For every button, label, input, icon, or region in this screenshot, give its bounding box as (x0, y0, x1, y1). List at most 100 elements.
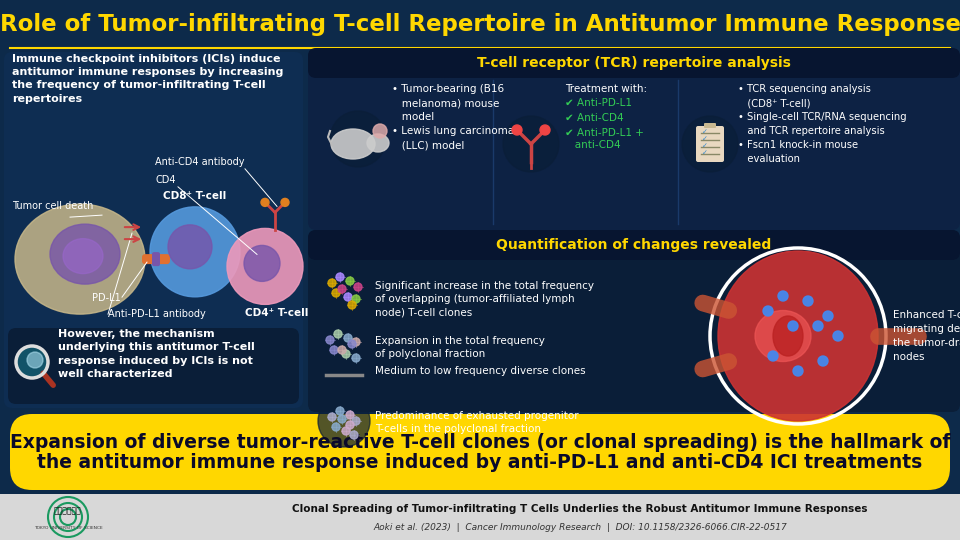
Text: Anti-CD4 antibody: Anti-CD4 antibody (155, 157, 245, 167)
Text: However, the mechanism
underlying this antitumor T-cell
response induced by ICIs: However, the mechanism underlying this a… (58, 329, 254, 379)
Text: the antitumor immune response induced by anti-PD-L1 and anti-CD4 ICI treatments: the antitumor immune response induced by… (37, 454, 923, 472)
Circle shape (346, 421, 354, 429)
Circle shape (348, 340, 356, 348)
Text: ✔ Anti-PD-L1 +
   anti-CD4: ✔ Anti-PD-L1 + anti-CD4 (565, 128, 644, 151)
Circle shape (813, 321, 823, 331)
Circle shape (348, 301, 356, 309)
Circle shape (788, 321, 798, 331)
Circle shape (823, 311, 833, 321)
Circle shape (352, 338, 360, 346)
FancyBboxPatch shape (308, 230, 960, 412)
Circle shape (281, 198, 289, 206)
Text: PD-L1: PD-L1 (92, 293, 121, 303)
Circle shape (336, 407, 344, 415)
Circle shape (540, 125, 550, 135)
Circle shape (793, 366, 803, 376)
Text: T-cell receptor (TCR) repertoire analysis: T-cell receptor (TCR) repertoire analysi… (477, 56, 791, 70)
Circle shape (818, 356, 828, 366)
Circle shape (318, 320, 370, 372)
Text: Tumor cell death: Tumor cell death (12, 201, 93, 211)
Ellipse shape (367, 134, 389, 152)
Text: Immune checkpoint inhibitors (ICIs) induce
antitumor immune responses by increas: Immune checkpoint inhibitors (ICIs) indu… (12, 54, 283, 104)
FancyBboxPatch shape (4, 52, 303, 408)
FancyBboxPatch shape (0, 494, 960, 540)
Circle shape (503, 116, 559, 172)
Text: ✓: ✓ (702, 129, 708, 135)
Circle shape (338, 285, 346, 293)
Text: Significant increase in the total frequency
of overlapping (tumor-affiliated lym: Significant increase in the total freque… (375, 281, 594, 318)
Circle shape (326, 336, 334, 344)
Circle shape (150, 207, 240, 297)
Text: Medium to low frequency diverse clones: Medium to low frequency diverse clones (375, 366, 586, 376)
Ellipse shape (755, 310, 811, 361)
Ellipse shape (50, 224, 120, 284)
Circle shape (332, 289, 340, 297)
FancyBboxPatch shape (308, 230, 960, 260)
Circle shape (803, 296, 813, 306)
Text: Role of Tumor-infiltrating T-cell Repertoire in Antitumor Immune Response: Role of Tumor-infiltrating T-cell Repert… (0, 12, 960, 36)
Circle shape (342, 350, 350, 358)
Circle shape (346, 277, 354, 285)
FancyBboxPatch shape (704, 123, 716, 128)
Circle shape (330, 346, 338, 354)
Circle shape (778, 291, 788, 301)
FancyBboxPatch shape (8, 328, 299, 404)
Circle shape (344, 334, 352, 342)
Circle shape (344, 293, 352, 301)
Circle shape (338, 346, 346, 354)
Text: • TCR sequencing analysis
   (CD8⁺ T-cell)
• Single-cell TCR/RNA sequencing
   a: • TCR sequencing analysis (CD8⁺ T-cell) … (738, 84, 906, 164)
Circle shape (352, 354, 360, 362)
Circle shape (346, 411, 354, 419)
Text: CD4⁺ T-cell: CD4⁺ T-cell (246, 308, 309, 319)
FancyBboxPatch shape (308, 48, 960, 78)
FancyBboxPatch shape (0, 0, 960, 48)
Text: Enhanced T-cell priming by
migrating dendritic cells in
the tumor-draining lymph: Enhanced T-cell priming by migrating den… (893, 310, 960, 362)
Text: 東京理科大学: 東京理科大学 (54, 507, 82, 516)
Text: • Tumor-bearing (B16
   melanoma) mouse
   model
• Lewis lung carcinoma
   (LLC): • Tumor-bearing (B16 melanoma) mouse mod… (392, 84, 515, 150)
Circle shape (338, 415, 346, 423)
FancyBboxPatch shape (152, 252, 160, 266)
Ellipse shape (331, 129, 375, 159)
Circle shape (318, 395, 370, 447)
Ellipse shape (63, 239, 103, 274)
Text: Predominance of exhausted progenitor
T-cells in the polyclonal fraction: Predominance of exhausted progenitor T-c… (375, 411, 579, 434)
FancyBboxPatch shape (308, 48, 960, 230)
Text: Expansion of diverse tumor-reactive T-cell clones (or clonal spreading) is the h: Expansion of diverse tumor-reactive T-ce… (10, 434, 950, 453)
FancyBboxPatch shape (142, 254, 170, 264)
Circle shape (833, 331, 843, 341)
Circle shape (332, 423, 340, 431)
Ellipse shape (773, 316, 803, 356)
Circle shape (334, 330, 342, 338)
Circle shape (244, 245, 280, 281)
Circle shape (352, 417, 360, 425)
Text: CD8⁺ T-cell: CD8⁺ T-cell (163, 191, 227, 201)
Circle shape (330, 111, 386, 167)
Circle shape (336, 273, 344, 281)
Circle shape (261, 198, 269, 206)
Ellipse shape (718, 251, 878, 421)
Circle shape (328, 413, 336, 421)
Text: Anti-PD-L1 antibody: Anti-PD-L1 antibody (108, 309, 205, 319)
Text: ✓: ✓ (702, 143, 708, 149)
Text: Aoki et al. (2023)  |  Cancer Immunology Research  |  DOI: 10.1158/2326-6066.CIR: Aoki et al. (2023) | Cancer Immunology R… (373, 523, 787, 531)
Circle shape (763, 306, 773, 316)
Circle shape (373, 124, 387, 138)
FancyBboxPatch shape (696, 126, 724, 162)
Circle shape (328, 279, 336, 287)
Circle shape (27, 352, 43, 368)
Text: Quantification of changes revealed: Quantification of changes revealed (496, 238, 772, 252)
Circle shape (342, 427, 350, 435)
Text: ✓: ✓ (702, 150, 708, 156)
Circle shape (168, 225, 212, 269)
Text: CD4: CD4 (155, 175, 176, 185)
Circle shape (354, 283, 362, 291)
Circle shape (352, 295, 360, 303)
Text: Treatment with:: Treatment with: (565, 84, 647, 94)
Text: ✓: ✓ (702, 136, 708, 142)
Ellipse shape (15, 204, 145, 314)
Circle shape (682, 116, 738, 172)
Circle shape (512, 125, 522, 135)
Text: ✔ Anti-CD4: ✔ Anti-CD4 (565, 113, 624, 123)
Circle shape (350, 431, 358, 439)
Circle shape (227, 228, 303, 305)
